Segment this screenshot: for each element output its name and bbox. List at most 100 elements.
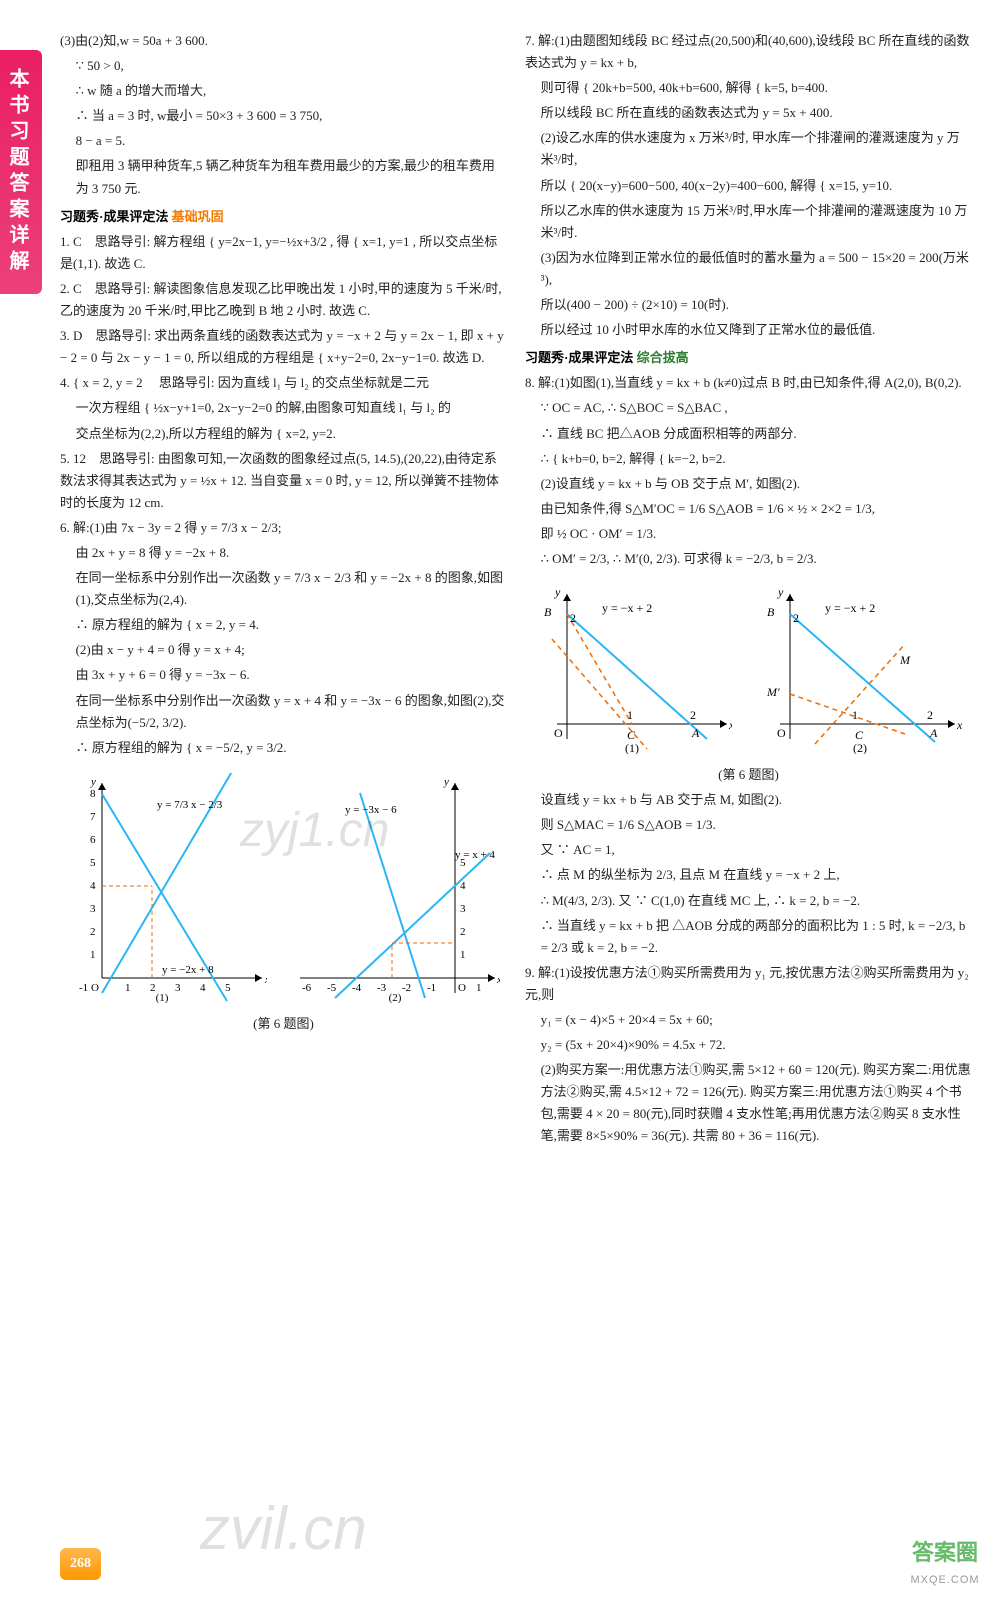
svg-text:x: x [264, 974, 267, 986]
svg-text:6: 6 [90, 834, 96, 846]
chart-row-6: x y O -1 1 2 3 4 5 1 2 [60, 767, 507, 1009]
text: ∵ OC = AC, ∴ S△BOC = S△BAC , [525, 397, 972, 419]
svg-text:O: O [777, 726, 786, 740]
text: 所以线段 BC 所在直线的函数表达式为 y = 5x + 400. [525, 102, 972, 124]
text: ∴ M(4/3, 2/3). 又 ∵ C(1,0) 在直线 MC 上, ∴ k … [525, 890, 972, 912]
page-number: 268 [60, 1548, 101, 1580]
svg-text:7: 7 [90, 811, 96, 823]
svg-text:A: A [691, 726, 700, 740]
svg-text:(2): (2) [389, 992, 402, 1003]
svg-text:y = −x + 2: y = −x + 2 [825, 601, 875, 615]
chart-8-1: x y O B 2 A 2 C 1 y = −x + 2 (1) [532, 584, 732, 754]
svg-text:-3: -3 [377, 982, 387, 994]
svg-text:8: 8 [90, 788, 96, 800]
text: (2)由 x − y + 4 = 0 得 y = x + 4; [60, 639, 507, 661]
chart-6-1: x y O -1 1 2 3 4 5 1 2 [67, 773, 267, 1003]
svg-text:y: y [443, 776, 449, 788]
svg-text:(2): (2) [853, 741, 867, 754]
svg-text:y = x + 4: y = x + 4 [455, 849, 495, 861]
svg-text:-2: -2 [402, 982, 411, 994]
svg-text:-1: -1 [79, 982, 88, 994]
text: ∴ OM′ = 2/3, ∴ M′(0, 2/3). 可求得 k = −2/3,… [525, 548, 972, 570]
text: 所以乙水库的供水速度为 15 万米³/时,甲水库一个排灌闸的灌溉速度为 10 万… [525, 200, 972, 244]
text: (3)因为水位降到正常水位的最低值时的蓄水量为 a = 500 − 15×20 … [525, 247, 972, 291]
svg-text:y: y [90, 776, 96, 788]
text: 由 3x + y + 6 = 0 得 y = −3x − 6. [60, 664, 507, 686]
text: 又 ∵ AC = 1, [525, 839, 972, 861]
left-column: (3)由(2)知,w = 50a + 3 600. ∵ 50 > 0, ∴ w … [60, 30, 507, 1570]
svg-text:-1: -1 [427, 982, 436, 994]
svg-text:2: 2 [90, 926, 96, 938]
badge-title: 答案圈 [900, 1534, 990, 1571]
text: 交点坐标为(2,2),所以方程组的解为 { x=2, y=2. [60, 423, 507, 445]
svg-text:3: 3 [460, 903, 466, 915]
svg-text:y: y [777, 585, 784, 599]
text: 1. C 思路导引: 解方程组 { y=2x−1, y=−½x+3/2 , 得 … [60, 231, 507, 275]
text: 即 ½ OC · OM′ = 1/3. [525, 523, 972, 545]
text: 2. C 思路导引: 解读图象信息发现乙比甲晚出发 1 小时,甲的速度为 5 千… [60, 278, 507, 322]
section-heading: 习题秀·成果评定法 综合拔高 [525, 347, 972, 369]
svg-text:2: 2 [927, 708, 933, 722]
svg-text:x: x [496, 974, 500, 986]
text: 设直线 y = kx + b 与 AB 交于点 M, 如图(2). [525, 789, 972, 811]
text: 所以(400 − 200) ÷ (2×10) = 10(时). [525, 294, 972, 316]
text: ∴ { k+b=0, b=2, 解得 { k=−2, b=2. [525, 448, 972, 470]
right-column: 7. 解:(1)由题图知线段 BC 经过点(20,500)和(40,600),设… [525, 30, 972, 1570]
svg-text:B: B [767, 605, 775, 619]
svg-text:1: 1 [627, 708, 633, 722]
svg-text:O: O [458, 982, 466, 994]
text: 7. 解:(1)由题图知线段 BC 经过点(20,500)和(40,600),设… [525, 30, 972, 74]
text: 即租用 3 辆甲种货车,5 辆乙种货车为租车费用最少的方案,最少的租车费用为 3… [60, 155, 507, 199]
text: 3. D 思路导引: 求出两条直线的函数表达式为 y = −x + 2 与 y … [60, 325, 507, 369]
svg-text:(1): (1) [625, 741, 639, 754]
svg-text:2: 2 [690, 708, 696, 722]
svg-text:C: C [855, 728, 864, 742]
svg-text:y = −2x + 8: y = −2x + 8 [162, 964, 214, 976]
svg-text:O: O [554, 726, 563, 740]
text: y₁ = (x − 4)×5 + 20×4 = 5x + 60; [525, 1009, 972, 1031]
svg-text:y = −3x − 6: y = −3x − 6 [345, 804, 397, 816]
svg-text:A: A [929, 726, 938, 740]
svg-text:4: 4 [200, 982, 206, 994]
text: 由已知条件,得 S△M′OC = 1/6 S△AOB = 1/6 × ½ × 2… [525, 498, 972, 520]
text: (2)购买方案一:用优惠方法①购买,需 5×12 + 60 = 120(元). … [525, 1059, 972, 1147]
svg-text:-4: -4 [352, 982, 362, 994]
badge-sub: MXQE.COM [900, 1571, 990, 1590]
svg-text:2: 2 [793, 611, 799, 625]
chart-8-2: x y O B 2 A 2 C 1 M′ M y = −x + 2 (2 [755, 584, 965, 754]
text: ∵ 50 > 0, [60, 55, 507, 77]
text: ∴ w 随 a 的增大而增大, [60, 80, 507, 102]
chart-caption: (第 6 题图) [60, 1013, 507, 1035]
svg-text:x: x [956, 718, 963, 732]
svg-text:(1): (1) [155, 992, 168, 1003]
svg-text:x: x [728, 718, 732, 732]
svg-text:y: y [554, 585, 561, 599]
text: 所以 { 20(x−y)=600−500, 40(x−2y)=400−600, … [525, 175, 972, 197]
text: 4. { x = 2, y = 2 思路导引: 因为直线 l₁ 与 l₂ 的交点… [60, 372, 507, 394]
svg-text:M′: M′ [766, 685, 780, 699]
svg-text:2: 2 [570, 611, 576, 625]
text: 由 2x + y = 8 得 y = −2x + 8. [60, 542, 507, 564]
svg-text:1: 1 [476, 982, 482, 994]
answer-badge: 答案圈 MXQE.COM [900, 1534, 990, 1590]
text: (3)由(2)知,w = 50a + 3 600. [60, 30, 507, 52]
text: 8. 解:(1)如图(1),当直线 y = kx + b (k≠0)过点 B 时… [525, 372, 972, 394]
section-heading: 习题秀·成果评定法 基础巩固 [60, 206, 507, 228]
svg-text:5: 5 [225, 982, 231, 994]
text: 所以经过 10 小时甲水库的水位又降到了正常水位的最低值. [525, 319, 972, 341]
chart-caption: (第 6 题图) [525, 764, 972, 786]
svg-text:4: 4 [460, 880, 466, 892]
text: 在同一坐标系中分别作出一次函数 y = x + 4 和 y = −3x − 6 … [60, 690, 507, 734]
svg-text:5: 5 [90, 857, 96, 869]
text: 在同一坐标系中分别作出一次函数 y = 7/3 x − 2/3 和 y = −2… [60, 567, 507, 611]
svg-text:y = −x + 2: y = −x + 2 [602, 601, 652, 615]
text: ∴ 当 a = 3 时, w最小 = 50×3 + 3 600 = 3 750, [60, 105, 507, 127]
svg-text:1: 1 [852, 708, 858, 722]
text: 6. 解:(1)由 7x − 3y = 2 得 y = 7/3 x − 2/3; [60, 517, 507, 539]
side-tab: 本书习题答案详解 [0, 50, 42, 294]
svg-text:4: 4 [90, 880, 96, 892]
svg-text:M: M [899, 653, 911, 667]
svg-text:B: B [544, 605, 552, 619]
chart-6-2: x y O -6 -5 -4 -3 -2 -1 1 1 2 3 4 5 [290, 773, 500, 1003]
text: 9. 解:(1)设按优惠方法①购买所需费用为 y₁ 元,按优惠方法②购买所需费用… [525, 962, 972, 1006]
